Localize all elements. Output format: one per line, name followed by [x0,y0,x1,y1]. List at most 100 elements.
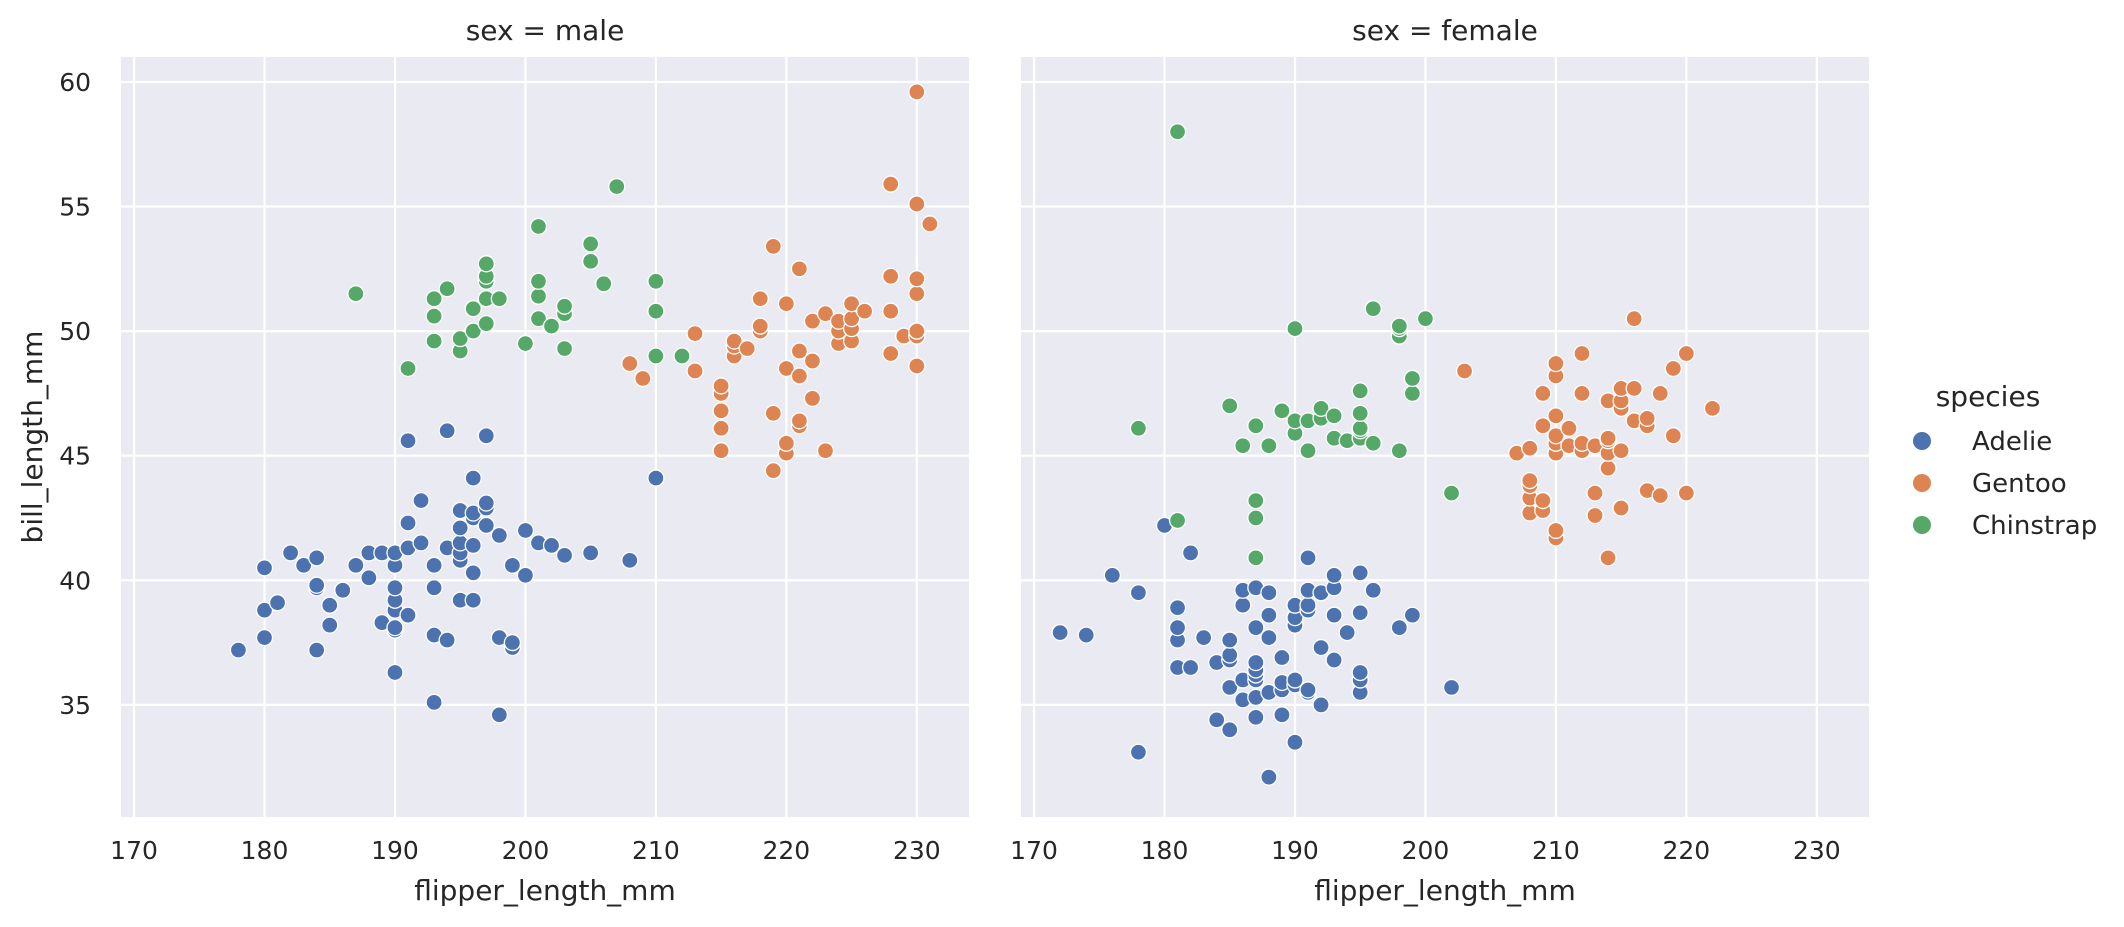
legend-marker-adelie [1913,432,1931,450]
point-adelie-60 [1338,623,1356,642]
point-gentoo-12 [1547,521,1565,540]
point-adelie-39 [438,422,456,440]
point-chinstrap-28 [608,177,626,196]
point-chinstrap-1 [399,359,417,378]
y-axis-label: bill_length_mm [16,331,49,544]
point-chinstrap-22 [555,339,574,358]
point-gentoo-0 [1455,362,1474,380]
point-chinstrap-4 [1234,437,1252,455]
point-chinstrap-27 [1364,434,1382,452]
point-chinstrap-4 [425,290,443,308]
point-adelie-14 [347,556,365,574]
point-gentoo-26 [790,342,809,360]
legend-label-adelie: Adelie [1972,427,2052,457]
point-chinstrap-20 [529,217,548,236]
point-gentoo-39 [842,295,861,313]
point-adelie-34 [1260,628,1278,647]
point-adelie-52 [477,516,495,535]
legend-marker-gentoo [1913,474,1931,492]
point-adelie-1 [255,628,274,647]
point-chinstrap-3 [425,307,443,325]
x-tick-label-180: 180 [241,836,289,865]
point-adelie-31 [412,534,430,552]
point-adelie-59 [1325,566,1343,584]
point-gentoo-6 [712,402,730,420]
point-adelie-43 [1286,671,1304,689]
point-adelie-68 [621,551,639,569]
point-adelie-37 [438,631,456,649]
point-adelie-12 [321,596,339,614]
point-adelie-50 [1299,596,1317,614]
point-chinstrap-1 [1168,511,1187,530]
x-tick-label-210: 210 [1532,836,1580,865]
facet-male: 170 180 190 200 210 220 230 35 40 45 50 55 60 sex =… [16,14,969,907]
point-chinstrap-35 [1416,309,1435,328]
point-adelie-48 [1299,681,1317,699]
point-adelie-22 [1234,596,1252,614]
y-tick-label-60: 60 [59,68,91,97]
point-adelie-3 [255,559,274,577]
point-gentoo-3 [686,324,704,343]
point-gentoo-6 [1521,439,1539,457]
point-adelie-21 [386,618,404,637]
point-adelie-41 [1286,733,1304,751]
point-chinstrap-9 [1260,437,1278,455]
point-adelie-62 [516,566,535,584]
point-adelie-5 [281,544,300,562]
point-chinstrap-14 [1299,442,1317,460]
point-adelie-69 [1442,678,1461,697]
point-adelie-66 [1364,581,1382,599]
x-tick-label-210: 210 [632,836,680,865]
point-adelie-56 [1325,651,1343,669]
point-adelie-68 [1403,606,1422,624]
point-chinstrap-32 [673,347,691,365]
point-adelie-27 [399,606,417,624]
point-gentoo-29 [803,352,822,370]
point-chinstrap-24 [555,297,574,315]
point-gentoo-34 [1612,499,1630,517]
point-adelie-29 [399,514,417,532]
point-gentoo-0 [621,354,639,373]
point-gentoo-8 [712,377,730,395]
point-gentoo-18 [764,237,782,256]
point-adelie-46 [464,591,482,609]
point-chinstrap-30 [647,302,665,320]
x-tick-label-200: 200 [502,836,550,865]
point-adelie-63 [1351,663,1369,682]
x-tick-labels-male: 170 180 190 200 210 220 230 [110,836,940,865]
point-chinstrap-27 [595,275,613,293]
point-adelie-9 [1168,599,1187,617]
point-adelie-52 [1299,549,1317,567]
point-adelie-12 [1194,628,1213,647]
point-chinstrap-2 [425,332,443,350]
point-chinstrap-36 [1442,484,1461,502]
point-gentoo-20 [777,434,796,452]
point-adelie-15 [360,569,378,587]
point-gentoo-20 [1560,419,1578,437]
point-adelie-57 [1325,606,1343,624]
x-tick-label-170: 170 [1010,836,1058,865]
y-tick-label-35: 35 [59,691,91,720]
point-gentoo-5 [1521,471,1539,490]
point-gentoo-48 [1664,359,1682,378]
point-gentoo-31 [816,442,835,460]
point-chinstrap-17 [529,309,548,328]
point-gentoo-1 [634,369,652,388]
point-adelie-32 [412,491,430,510]
point-chinstrap-5 [1247,549,1265,567]
point-adelie-44 [451,519,469,537]
point-gentoo-15 [1547,427,1565,445]
x-tick-label-190: 190 [1271,836,1319,865]
y-tick-label-40: 40 [59,566,91,595]
legend-label-chinstrap: Chinstrap [1972,511,2097,541]
point-adelie-65 [1351,564,1369,582]
point-gentoo-50 [1677,344,1696,363]
point-gentoo-52 [908,83,926,101]
point-adelie-16 [1221,678,1239,697]
y-tick-labels: 35 40 45 50 55 60 [59,68,91,720]
point-adelie-9 [308,576,326,594]
point-adelie-32 [1260,768,1278,786]
point-gentoo-32 [1599,429,1617,447]
point-chinstrap-8 [1247,417,1265,435]
x-tick-labels-female: 170 180 190 200 210 220 230 [1010,836,1840,865]
